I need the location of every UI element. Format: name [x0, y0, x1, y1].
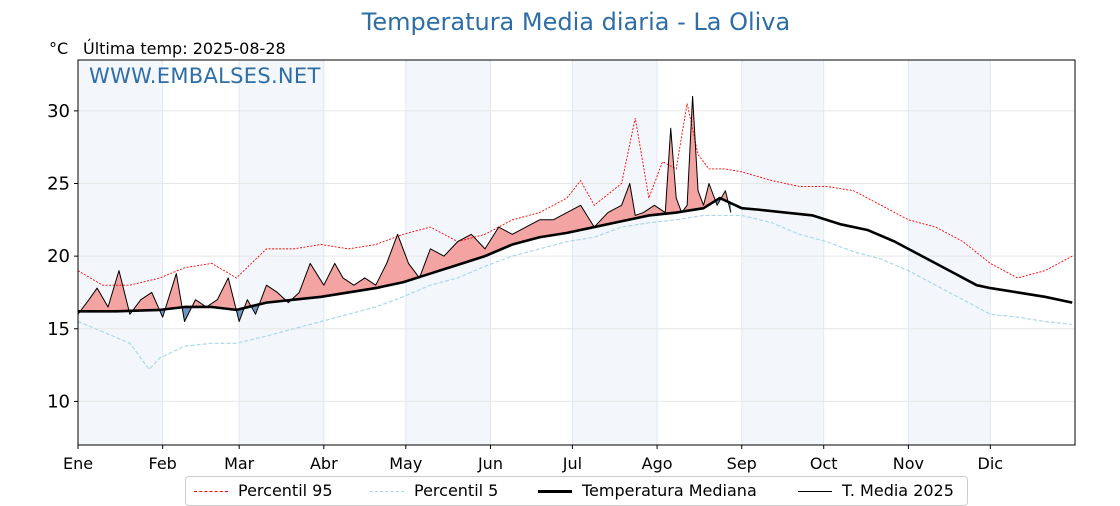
- x-tick-label: Nov: [893, 454, 924, 473]
- y-tick-label: 30: [47, 101, 70, 122]
- y-tick-label: 20: [47, 246, 70, 267]
- x-tick-label: Jun: [477, 454, 503, 473]
- above-median-fill: [78, 96, 731, 312]
- last-temp-label: Última temp: 2025-08-28: [83, 39, 286, 58]
- legend-swatch-median: [538, 490, 572, 493]
- month-band: [572, 60, 658, 445]
- chart-title: Temperatura Media diaria - La Oliva: [361, 8, 791, 36]
- month-band: [239, 60, 324, 445]
- x-tick-label: Oct: [810, 454, 838, 473]
- x-tick-label: Jul: [562, 454, 582, 473]
- x-tick-label: Ene: [63, 454, 93, 473]
- plot-frame: [77, 59, 1076, 446]
- legend-label-current: T. Media 2025: [842, 481, 954, 500]
- legend-swatch-p5: [370, 491, 404, 492]
- legend-label-p95: Percentil 95: [238, 481, 333, 500]
- y-tick-label: 10: [47, 391, 70, 412]
- legend-label-median: Temperatura Mediana: [582, 481, 757, 500]
- x-tick-label: Dic: [978, 454, 1004, 473]
- x-tick-label: Ago: [642, 454, 673, 473]
- x-tick-label: May: [389, 454, 422, 473]
- y-axis-unit-label: °C: [49, 39, 69, 58]
- x-tick-label: Sep: [727, 454, 757, 473]
- series-2025-line: [77, 95, 732, 323]
- y-tick-label: 15: [47, 319, 70, 340]
- legend-label-p5: Percentil 5: [414, 481, 499, 500]
- legend: Percentil 95 Percentil 5 Temperatura Med…: [185, 476, 968, 506]
- legend-swatch-p95: [194, 491, 228, 492]
- y-tick-label: 25: [47, 173, 70, 194]
- series-p5-line: [77, 214, 1073, 371]
- month-band: [78, 60, 163, 445]
- month-band: [741, 60, 824, 445]
- x-tick-label: Feb: [149, 454, 177, 473]
- series-median-line: [78, 196, 1073, 313]
- series-p95-line: [77, 103, 1073, 286]
- watermark: WWW.EMBALSES.NET: [89, 64, 321, 88]
- x-tick-label: Mar: [224, 454, 255, 473]
- x-tick-label: Abr: [310, 454, 338, 473]
- legend-swatch-current: [798, 491, 832, 492]
- month-band: [908, 60, 991, 445]
